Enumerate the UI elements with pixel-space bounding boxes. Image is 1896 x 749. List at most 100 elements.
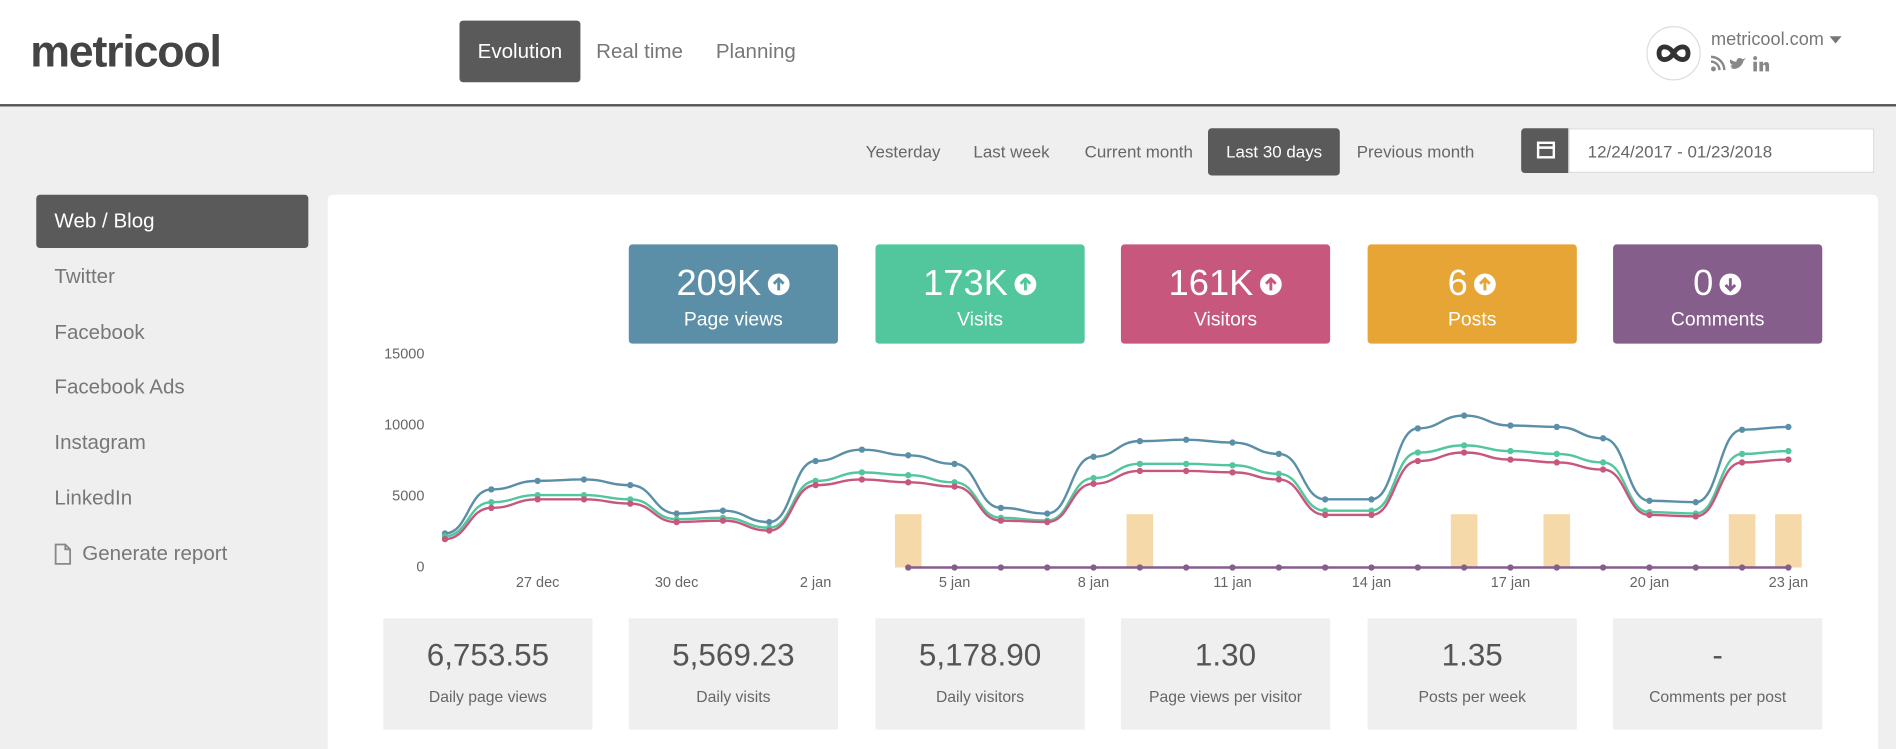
series-point [1090,474,1097,482]
series-point [1322,564,1329,571]
kpi-value-wrap: 0 [1693,264,1713,304]
series-point [1599,459,1607,466]
range-button[interactable]: Current month [1084,141,1193,161]
x-tick-label: 11 jan [1213,575,1251,591]
x-tick-label: 30 dec [655,575,699,591]
stat-label: Daily page views [428,687,547,706]
series-point [1414,449,1421,456]
series-point [858,469,866,476]
nav-tab[interactable]: Planning [715,39,796,63]
series-point [1136,437,1143,445]
linkedin-icon [1759,61,1770,72]
series-point [1183,564,1190,571]
series-point [1738,564,1746,571]
series-point [488,499,495,506]
y-tick-label: 5000 [392,488,424,504]
generate-report[interactable]: Generate report [36,528,308,581]
series-point [488,486,495,493]
series-point [905,564,912,571]
series-line [444,414,1789,535]
kpi-row: 0 [1613,264,1822,305]
caret [1829,36,1842,44]
series-point [1044,564,1051,571]
kpi-row: 209K [629,264,838,305]
kpi-value-wrap: 161K [1169,264,1254,304]
post-bar [1543,514,1571,568]
trend-icon [767,273,790,296]
range-button[interactable]: Last 30 days [1207,128,1341,176]
x-tick-label: 14 jan [1352,575,1392,591]
sidebar-item[interactable]: Facebook [54,320,145,344]
pdf-shape [54,543,72,565]
series-point [905,479,912,486]
kpi-value: 0 [1693,263,1714,304]
linkedin-icon [1753,56,1758,61]
sidebar-item[interactable]: Twitter [54,264,115,288]
calendar-button[interactable] [1521,128,1570,174]
logo[interactable]: metricool [30,26,222,77]
sidebar-item[interactable]: Facebook Ads [54,375,185,399]
kpi-value-wrap: 173K [923,264,1008,304]
avatar[interactable] [1646,25,1702,81]
series-point [580,496,588,503]
series-point [1738,459,1746,466]
series-point [1599,466,1607,473]
series-point [1692,499,1699,506]
series-point [905,452,912,459]
post-bar [1728,514,1756,568]
x-tick-label: 17 jan [1491,575,1531,591]
post-bar [1450,514,1478,568]
series-point [1460,564,1468,571]
series-point [1368,511,1375,519]
series-point [1460,449,1468,456]
series-point [1090,453,1097,460]
series-point [1553,450,1560,458]
avatar-logo [1656,44,1691,62]
sidebar-item[interactable]: LinkedIn [54,486,133,510]
range-button[interactable]: Yesterday [865,141,941,161]
nav-tab[interactable]: Real time [596,39,683,63]
kpi-label: Comments [1670,309,1765,331]
series-line [444,451,1789,541]
stat-value: 5,569.23 [672,636,795,673]
account-name[interactable]: metricool.com [1711,29,1824,50]
stat-value: 6,753.55 [426,636,550,673]
series-point [1414,564,1421,571]
kpi-card: 161K Visitors [1120,244,1331,344]
sidebar-item[interactable]: Instagram [54,430,146,454]
linkedin-icon [1753,61,1757,72]
series-point [1090,480,1097,487]
x-tick-label: 5 jan [939,575,970,591]
series-point [766,518,773,526]
series-point [1229,439,1236,446]
range-button[interactable]: Previous month [1356,141,1475,161]
post-bar [894,514,922,568]
series-point [534,496,541,503]
kpi-value-wrap: 6 [1448,264,1468,304]
stat-label: Comments per post [1649,687,1787,706]
series-point [534,477,541,485]
series-point [1183,467,1190,475]
kpi-value-wrap: 209K [676,264,761,304]
account-caret[interactable] [1828,35,1843,45]
kpi-row: 161K [1121,264,1330,305]
x-tick-label: 2 jan [800,575,831,591]
series-point [1599,564,1607,571]
range-button[interactable]: Last week [973,141,1050,161]
post-bar [1775,514,1802,568]
series-point [1414,425,1421,432]
trend-icon [1013,273,1036,296]
series-point [1136,564,1143,571]
series-point [951,564,958,571]
sidebar-item[interactable]: Web / Blog [36,194,309,249]
nav-tab[interactable]: Evolution [459,20,581,83]
series-point [1460,412,1468,419]
stat-label: Daily visitors [935,687,1025,706]
series-point [1553,423,1560,431]
series-point [488,504,495,512]
stat-box: - Comments per post [1613,618,1823,730]
twitter-icon [1729,58,1747,69]
trend-arrow [1724,278,1737,292]
series-point [1275,476,1282,483]
date-range-input[interactable]: 12/24/2017 - 01/23/2018 [1568,128,1875,174]
